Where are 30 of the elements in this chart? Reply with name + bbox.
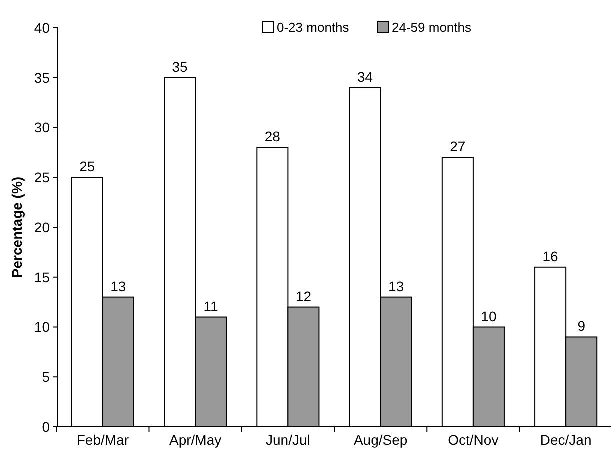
data-label: 16 (542, 248, 559, 264)
x-tick-label: Oct/Nov (448, 432, 499, 448)
data-label: 28 (264, 128, 281, 145)
y-tick-label: 30 (34, 120, 50, 136)
data-label: 35 (172, 58, 188, 75)
legend-label: 24-59 months (392, 20, 472, 35)
data-label: 27 (450, 138, 466, 155)
y-tick-label: 20 (34, 219, 50, 236)
legend-label: 0-23 months (277, 20, 350, 35)
y-tick-label: 15 (34, 269, 50, 286)
y-tick-label: 40 (34, 20, 50, 36)
data-label: 10 (481, 308, 497, 324)
data-label: 11 (204, 298, 219, 314)
y-tick-label: 10 (34, 319, 50, 336)
x-tick-label: Dec/Jan (540, 432, 592, 448)
data-label: 9 (578, 318, 586, 334)
data-label: 13 (388, 278, 404, 294)
x-tick-label: Apr/May (169, 432, 222, 448)
y-tick-label: 0 (42, 418, 50, 435)
x-tick-label: Feb/Mar (76, 432, 130, 448)
data-label: 12 (296, 288, 312, 304)
y-tick-label: 5 (42, 369, 50, 386)
data-label: 34 (358, 68, 374, 85)
data-label: 13 (110, 278, 126, 294)
x-tick-label: Aug/Sep (354, 432, 408, 448)
data-label: 25 (80, 158, 96, 175)
x-tick-label: Jun/Jul (266, 432, 310, 448)
y-axis-title: Percentage (%) (9, 176, 25, 278)
y-tick-label: 35 (34, 70, 50, 86)
y-tick-label: 25 (34, 170, 50, 186)
